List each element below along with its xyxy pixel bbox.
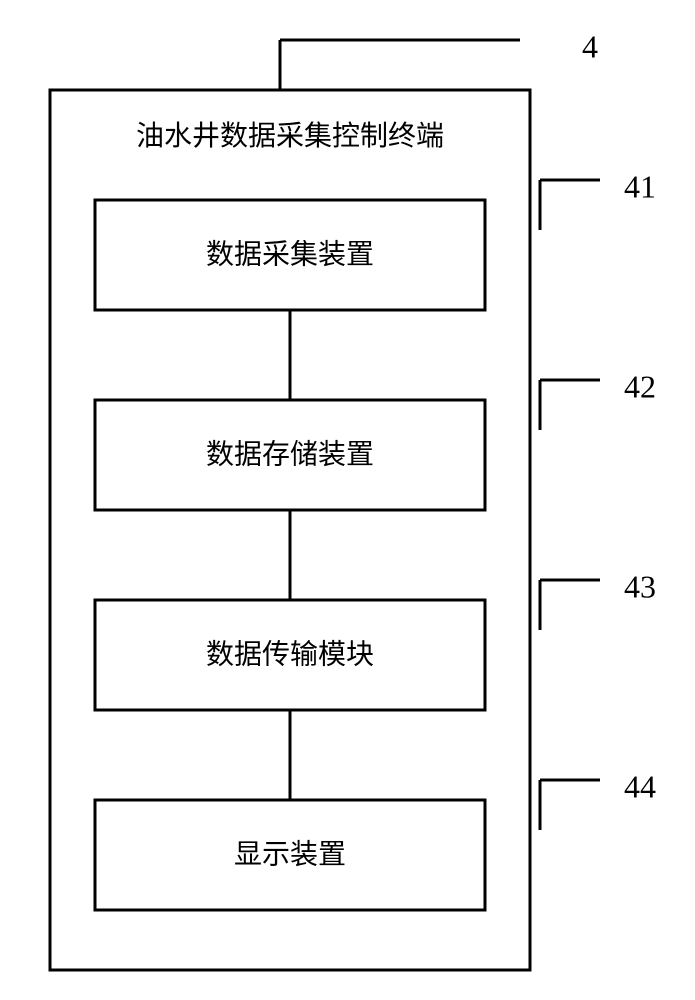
ref-label-b2: 42 — [624, 368, 656, 404]
ref-label-b1: 41 — [624, 168, 656, 204]
ref-label-b4: 44 — [624, 768, 656, 804]
ref-label-outer: 4 — [582, 28, 598, 64]
outer-box-title: 油水井数据采集控制终端 — [136, 120, 444, 152]
inner-box-label-b4: 显示装置 — [234, 839, 346, 871]
inner-box-label-b3: 数据传输模块 — [206, 639, 374, 671]
inner-box-label-b1: 数据采集装置 — [206, 239, 374, 271]
ref-label-b3: 43 — [624, 568, 656, 604]
inner-box-label-b2: 数据存储装置 — [206, 439, 374, 471]
block-diagram: 油水井数据采集控制终端 4 数据采集装置 41 数据存储装置 42 数据传输模块 43 显示装置… — [0, 0, 695, 1000]
